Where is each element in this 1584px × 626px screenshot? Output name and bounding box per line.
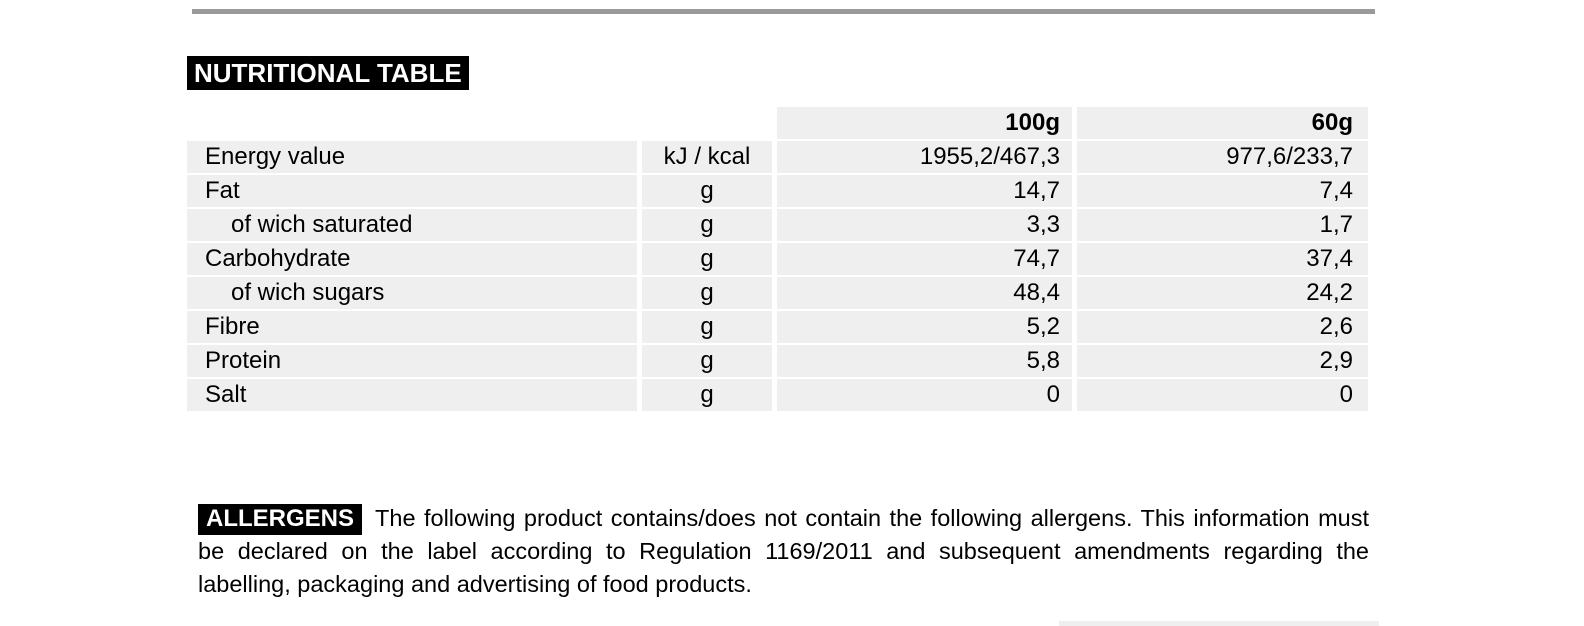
value-60g-cell: 2,9 (1077, 345, 1368, 377)
unit-cell: g (642, 345, 772, 377)
nutrient-label-cell: Fibre (187, 311, 637, 343)
nutrient-label-cell: Fat (187, 175, 637, 207)
value-60g-cell: 977,6/233,7 (1077, 141, 1368, 173)
nutrient-label-cell: of wich saturated (187, 209, 637, 241)
column-header-60g: 60g (1077, 107, 1368, 139)
value-100g-cell: 5,8 (777, 345, 1072, 377)
unit-cell: g (642, 311, 772, 343)
unit-cell: g (642, 175, 772, 207)
partial-table-top-edge (1059, 621, 1379, 626)
nutrient-label-cell: of wich sugars (187, 277, 637, 309)
allergens-label: ALLERGENS (198, 504, 363, 535)
value-60g-cell: 0 (1077, 379, 1368, 411)
nutritional-table: 100g 60g Energy value kJ / kcal 1955,2/467… (187, 107, 1368, 411)
value-60g-cell: 1,7 (1077, 209, 1368, 241)
allergens-paragraph: ALLERGENS The following product contains/… (198, 502, 1369, 600)
unit-cell: g (642, 379, 772, 411)
value-60g-cell: 37,4 (1077, 243, 1368, 275)
value-60g-cell: 24,2 (1077, 277, 1368, 309)
nutritional-table-title: NUTRITIONAL TABLE (187, 56, 469, 90)
value-100g-cell: 1955,2/467,3 (777, 141, 1072, 173)
horizontal-rule (192, 9, 1375, 14)
header-spacer-label (187, 107, 637, 139)
unit-cell: g (642, 243, 772, 275)
unit-cell: g (642, 209, 772, 241)
header-spacer-unit (642, 107, 772, 139)
value-100g-cell: 5,2 (777, 311, 1072, 343)
value-100g-cell: 0 (777, 379, 1072, 411)
nutrient-label-cell: Carbohydrate (187, 243, 637, 275)
value-100g-cell: 14,7 (777, 175, 1072, 207)
value-100g-cell: 3,3 (777, 209, 1072, 241)
value-60g-cell: 2,6 (1077, 311, 1368, 343)
unit-cell: g (642, 277, 772, 309)
nutrient-label-cell: Protein (187, 345, 637, 377)
unit-cell: kJ / kcal (642, 141, 772, 173)
value-60g-cell: 7,4 (1077, 175, 1368, 207)
allergens-text: The following product contains/does not … (198, 505, 1369, 597)
value-100g-cell: 48,4 (777, 277, 1072, 309)
nutrient-label-cell: Energy value (187, 141, 637, 173)
column-header-100g: 100g (777, 107, 1072, 139)
value-100g-cell: 74,7 (777, 243, 1072, 275)
nutrient-label-cell: Salt (187, 379, 637, 411)
